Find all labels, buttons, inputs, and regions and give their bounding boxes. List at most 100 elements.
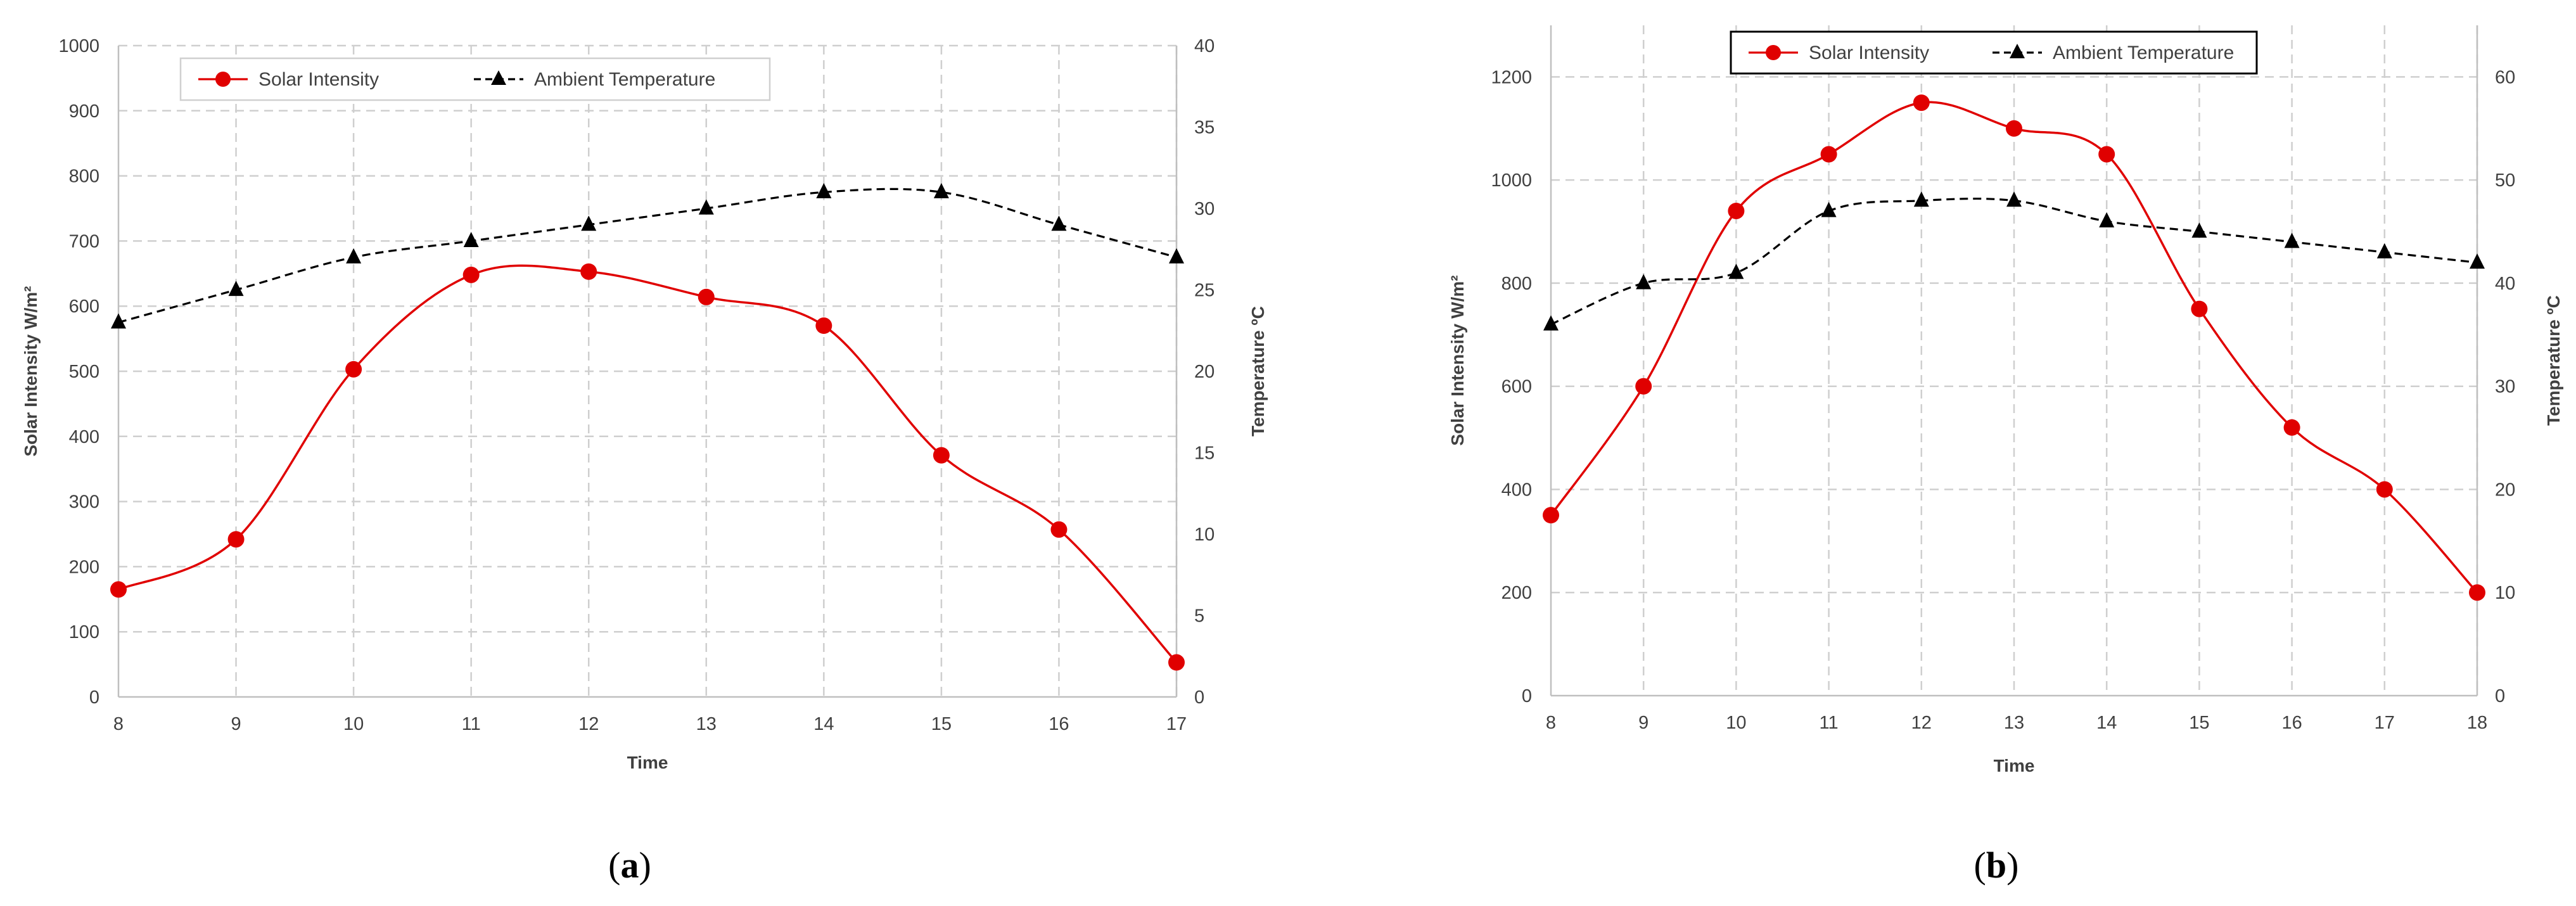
legend-marker-circle: [215, 72, 231, 87]
x-tick-label: 15: [2189, 713, 2209, 733]
data-point-ambient-temperature: [2470, 253, 2485, 269]
x-tick-label: 9: [1638, 713, 1648, 733]
y2-tick-label: 60: [2495, 67, 2515, 87]
data-point-ambient-temperature: [463, 232, 479, 247]
legend-marker-circle: [1766, 45, 1781, 60]
x-tick-label: 10: [1726, 713, 1746, 733]
y2-tick-label: 5: [1194, 606, 1204, 627]
y-tick-label: 500: [69, 362, 99, 382]
data-point-ambient-temperature: [816, 182, 832, 198]
y-tick-label: 600: [69, 297, 99, 317]
data-point-solar-intensity: [698, 288, 715, 305]
y-tick-label: 1200: [1491, 67, 1532, 87]
y-tick-label: 300: [69, 492, 99, 513]
y-tick-label: 400: [1502, 480, 1532, 500]
data-point-ambient-temperature: [2376, 243, 2392, 258]
y-tick-label: 700: [69, 231, 99, 252]
y-tick-label: 800: [1502, 274, 1532, 294]
y2-tick-label: 40: [2495, 274, 2515, 294]
x-tick-label: 17: [2375, 713, 2395, 733]
x-tick-label: 13: [696, 714, 717, 734]
data-point-solar-intensity: [1913, 94, 1930, 112]
data-point-ambient-temperature: [1636, 274, 1652, 290]
legend: Solar Intensity Ambient Temperature: [179, 57, 771, 101]
data-point-solar-intensity: [933, 447, 950, 464]
y2-tick-label: 30: [1194, 199, 1215, 219]
y2-tick-label: 20: [2495, 480, 2515, 500]
x-tick-label: 17: [1166, 714, 1187, 734]
y2-axis-title: Temperature ºC: [2544, 295, 2563, 426]
data-point-solar-intensity: [1820, 146, 1837, 163]
data-point-solar-intensity: [1635, 378, 1652, 395]
y-tick-label: 1000: [58, 36, 99, 56]
legend-marker-triangle: [2010, 44, 2025, 58]
y2-tick-label: 30: [2495, 377, 2515, 397]
data-point-solar-intensity: [580, 263, 597, 280]
series-line-ambient-temperature: [118, 188, 1177, 324]
data-point-solar-intensity: [1050, 521, 1068, 538]
x-tick-label: 16: [1049, 714, 1069, 734]
x-axis-title: Time: [1994, 756, 2035, 775]
x-tick-label: 13: [2004, 713, 2024, 733]
data-point-solar-intensity: [1168, 654, 1185, 671]
panel-letter: a: [621, 845, 639, 886]
data-point-ambient-temperature: [1728, 264, 1744, 279]
chart-panel-a: 8 9 10 11 12 13 14 15 16 170100200300400500600700…: [21, 36, 1268, 886]
data-point-solar-intensity: [2283, 419, 2300, 436]
legend-marker-triangle: [491, 70, 506, 85]
x-tick-label: 8: [1546, 713, 1556, 733]
x-tick-label: 12: [1911, 713, 1932, 733]
x-tick-label: 14: [2096, 713, 2117, 733]
data-point-solar-intensity: [1543, 507, 1559, 524]
data-point-solar-intensity: [2098, 146, 2115, 163]
y-tick-label: 800: [69, 167, 99, 187]
legend: Solar Intensity Ambient Temperature: [1730, 30, 2258, 75]
data-point-ambient-temperature: [1821, 201, 1837, 217]
legend-label: Ambient Temperature: [534, 69, 715, 90]
data-point-solar-intensity: [2376, 481, 2393, 498]
data-point-solar-intensity: [227, 531, 245, 548]
y2-tick-label: 20: [1194, 362, 1215, 382]
x-tick-label: 12: [578, 714, 599, 734]
y-tick-label: 400: [69, 427, 99, 447]
data-point-solar-intensity: [2469, 584, 2485, 601]
data-point-ambient-temperature: [2284, 233, 2300, 248]
x-tick-label: 8: [113, 714, 124, 734]
data-point-solar-intensity: [110, 581, 127, 598]
data-point-solar-intensity: [2006, 120, 2022, 137]
y-tick-label: 200: [1502, 583, 1532, 603]
y2-tick-label: 0: [2495, 686, 2505, 706]
data-point-solar-intensity: [815, 317, 832, 335]
data-point-ambient-temperature: [698, 199, 714, 215]
x-tick-label: 10: [343, 714, 364, 734]
data-point-ambient-temperature: [1051, 215, 1067, 231]
y2-tick-label: 40: [1194, 36, 1215, 56]
data-point-ambient-temperature: [581, 215, 597, 231]
data-point-solar-intensity: [2191, 300, 2208, 317]
x-tick-label: 16: [2281, 713, 2302, 733]
data-point-ambient-temperature: [1913, 191, 1929, 207]
y2-tick-label: 35: [1194, 118, 1215, 138]
x-tick-label: 14: [813, 714, 834, 734]
y-tick-label: 0: [89, 687, 99, 708]
data-point-ambient-temperature: [933, 182, 949, 198]
data-point-solar-intensity: [462, 266, 480, 283]
data-point-solar-intensity: [1728, 202, 1745, 219]
data-point-ambient-temperature: [346, 248, 362, 264]
data-point-ambient-temperature: [228, 281, 244, 297]
y-axis-title: Solar Intensity W/m²: [21, 286, 41, 456]
x-axis-title: Time: [627, 753, 668, 772]
x-tick-label: 15: [931, 714, 952, 734]
data-point-ambient-temperature: [1543, 315, 1559, 331]
data-point-ambient-temperature: [2099, 212, 2115, 227]
y-tick-label: 600: [1502, 377, 1532, 397]
y-tick-label: 100: [69, 622, 99, 642]
data-point-solar-intensity: [345, 360, 362, 378]
y-tick-label: 1000: [1491, 170, 1532, 191]
y-tick-label: 200: [69, 557, 99, 577]
legend-label: Solar Intensity: [1809, 42, 1929, 63]
panel-label: (a): [608, 845, 651, 886]
panel-label: (b): [1974, 845, 2019, 886]
data-point-ambient-temperature: [111, 313, 126, 329]
